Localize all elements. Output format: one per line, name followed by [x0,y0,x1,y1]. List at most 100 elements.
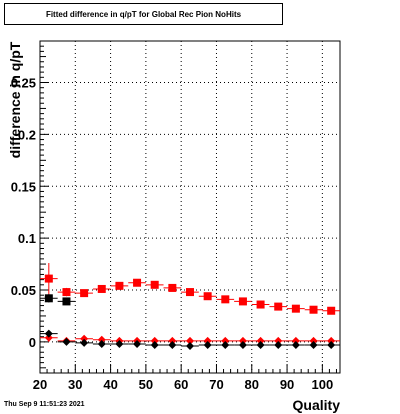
y-tick-label: 0.1 [18,231,36,246]
data-point [110,339,129,348]
data-point [128,339,146,348]
data-point [92,284,111,293]
x-tick-label: 80 [245,377,259,392]
data-point [304,340,323,349]
data-point [57,337,76,346]
diamond-marker [203,340,212,349]
square-marker [274,302,283,311]
diamond-marker [291,336,300,345]
square-marker [168,283,177,292]
data-point [322,306,340,315]
data-point [287,340,305,349]
diamond-marker [238,336,247,345]
x-tick-label: 40 [103,377,117,392]
diamond-marker [203,336,212,345]
diamond-marker [150,336,159,345]
diamond-marker [327,336,336,345]
diamond-marker [274,336,283,345]
data-point [269,302,288,311]
data-point [198,292,217,301]
diamond-marker [256,340,265,349]
data-point [145,340,164,349]
diamond-marker [150,340,159,349]
diamond-marker [186,336,194,345]
square-marker [186,288,194,297]
x-axis-label: Quality [293,397,341,413]
x-tick-label: 90 [280,377,294,392]
plot-frame [39,40,341,374]
square-marker [62,297,71,306]
data-point [251,336,270,345]
square-marker [291,304,300,313]
data-point [163,283,182,292]
square-marker [133,278,142,287]
square-marker [62,288,71,297]
square-marker [256,300,265,309]
diamond-marker [168,340,177,349]
chart-title: Fitted difference in q/pT for Global Rec… [4,3,283,25]
square-marker [221,295,230,304]
data-point [304,336,323,345]
data-point [57,287,76,297]
square-marker [238,297,247,306]
diamond-marker [44,333,53,342]
data-point [128,278,146,287]
data-point [40,329,58,338]
data-point [181,336,199,345]
data-point [269,340,288,349]
diamond-marker [115,339,124,348]
x-tick-label: 50 [139,377,153,392]
y-axis-label: difference in q/pT [7,41,23,158]
square-marker [115,281,124,290]
data-point [181,288,199,297]
data-point [251,300,270,309]
data-point [234,297,252,306]
diamond-marker [168,336,177,345]
data-point [304,305,323,314]
diamond-marker [221,340,230,349]
diamond-marker [97,339,106,348]
data-point [145,280,164,289]
data-points [40,263,340,351]
diamond-marker [291,340,300,349]
data-point [145,336,164,345]
diamond-marker [62,337,71,346]
diamond-marker [221,336,230,345]
y-tick-label: 0.05 [11,283,36,298]
diamond-marker [238,340,247,349]
diamond-marker [256,336,265,345]
axes: 20 30 40 50 60 70 80 90 100 0 0.05 0.1 0.15 0.2 0.25 [11,40,337,392]
data-point [322,336,340,345]
diamond-marker [97,335,106,344]
grid-lines [39,41,340,373]
data-point [75,289,93,298]
y-tick-label: 0 [29,335,36,350]
square-marker [97,284,106,293]
diamond-marker [327,340,336,349]
data-point [234,340,252,349]
diamond-marker [44,329,53,338]
data-point [92,339,111,348]
square-marker [203,292,212,301]
diamond-marker [309,336,318,345]
x-tick-label: 100 [312,377,334,392]
diamond-marker [80,334,89,343]
square-marker [150,280,159,289]
x-tick-label: 20 [33,377,47,392]
diamond-marker [133,339,142,348]
data-point [181,342,199,351]
data-point [287,304,305,313]
square-marker [44,294,53,303]
square-marker [80,289,89,298]
y-tick-label: 0.15 [11,179,36,194]
x-tick-label: 70 [209,377,223,392]
data-point [216,295,235,304]
diamond-marker [186,342,194,351]
data-point [269,336,288,345]
diamond-marker [80,338,89,347]
data-point [216,340,235,349]
timestamp-label: Thu Sep 9 11:51:23 2021 [4,401,85,408]
data-point [40,263,58,295]
data-point [163,340,182,349]
